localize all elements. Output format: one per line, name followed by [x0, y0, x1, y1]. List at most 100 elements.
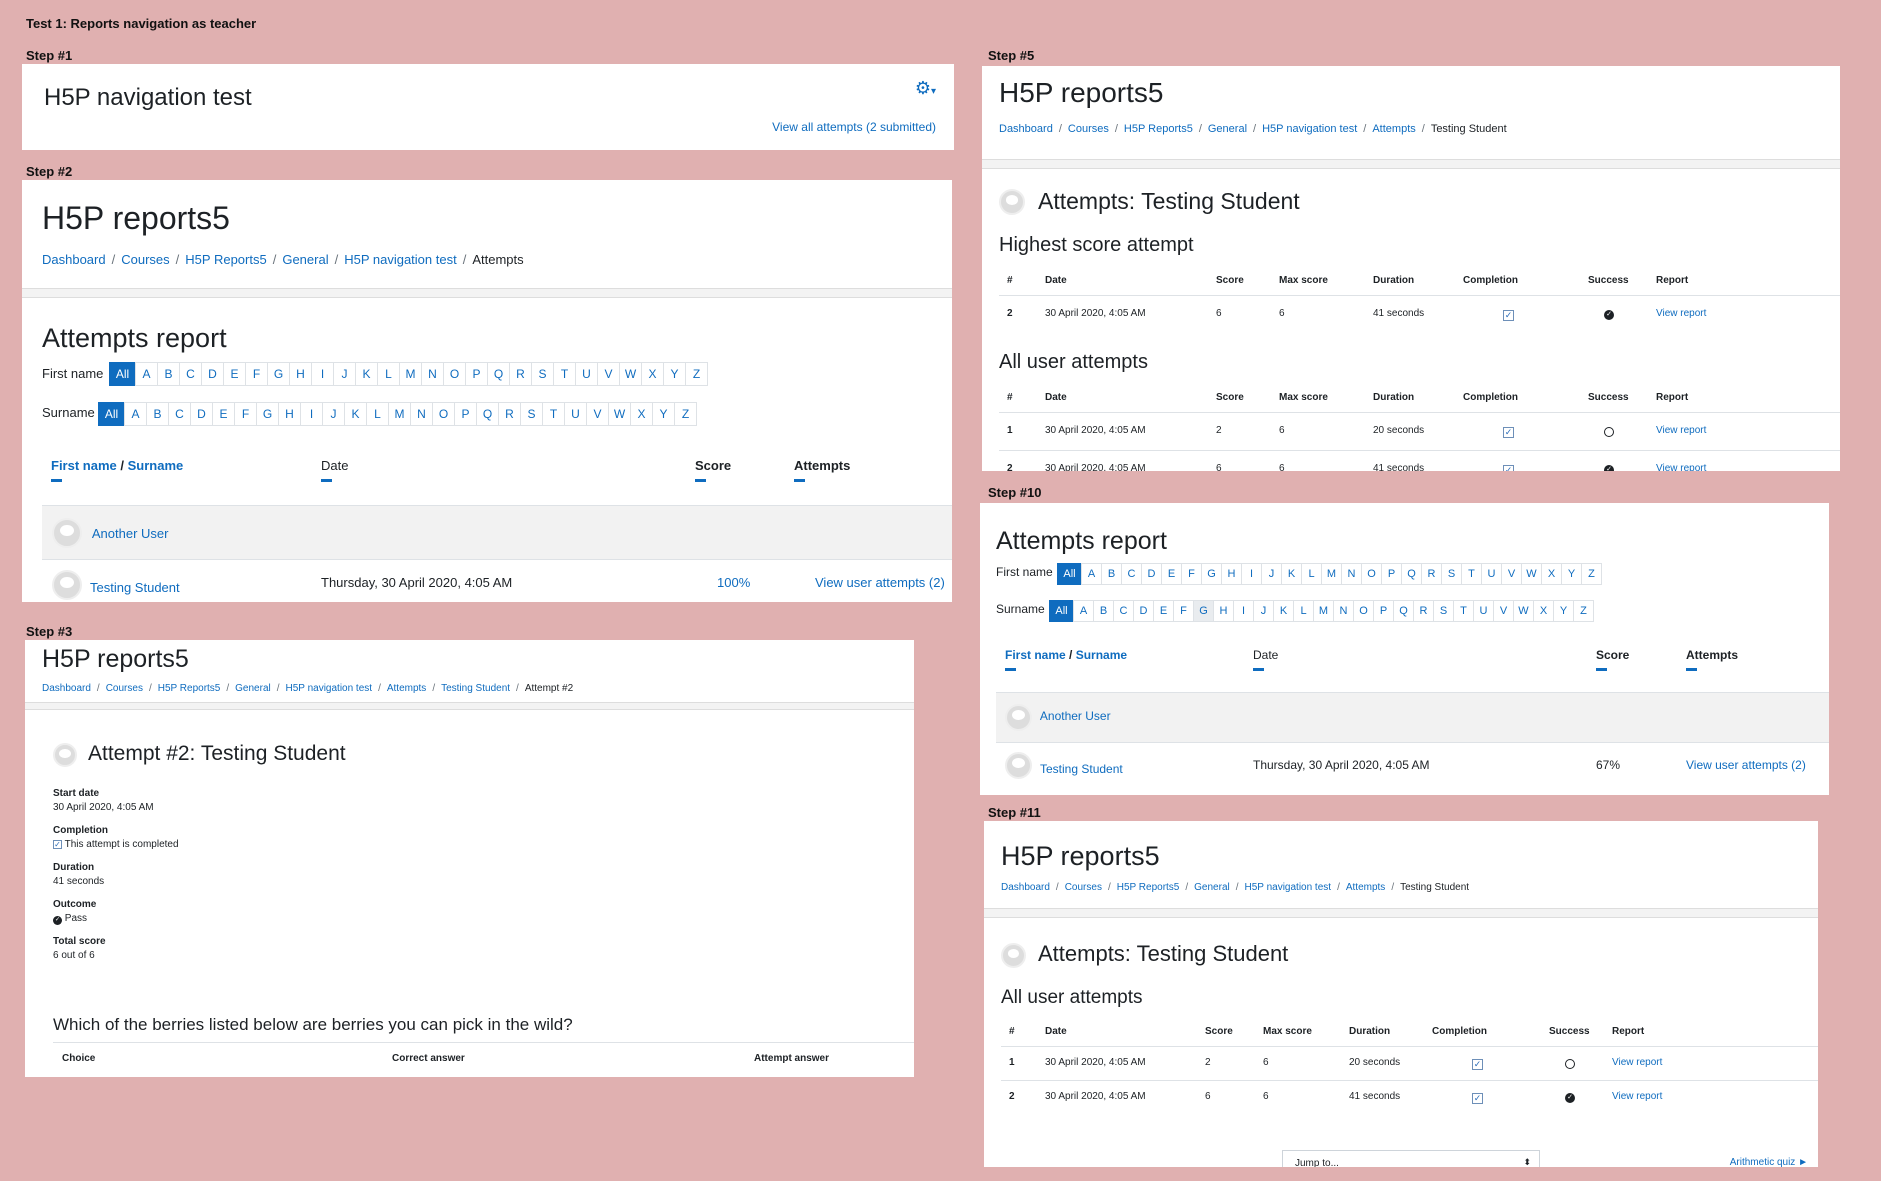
filter-letter-h[interactable]: H [278, 402, 301, 426]
filter-letter-r[interactable]: R [1421, 563, 1442, 585]
view-report-link[interactable]: View report [1656, 425, 1707, 436]
view-report-link[interactable]: View report [1656, 463, 1707, 471]
filter-letter-d[interactable]: D [1141, 563, 1162, 585]
filter-letter-y[interactable]: Y [1553, 600, 1574, 622]
bc-dashboard[interactable]: Dashboard [1001, 882, 1050, 893]
filter-letter-a[interactable]: A [1073, 600, 1094, 622]
bc-attempts[interactable]: Attempts [386, 683, 427, 694]
filter-letter-c[interactable]: C [179, 362, 202, 386]
user-link[interactable]: Another User [91, 525, 169, 541]
sort-first-name[interactable]: First name [1005, 648, 1066, 662]
bc-general[interactable]: General [1207, 123, 1248, 135]
filter-letter-i[interactable]: I [1233, 600, 1254, 622]
score-link[interactable]: 100% [717, 575, 751, 590]
view-report-link[interactable]: View report [1656, 308, 1707, 319]
filter-letter-w[interactable]: W [619, 362, 642, 386]
bc-general[interactable]: General [282, 252, 329, 267]
next-activity-link[interactable]: Arithmetic quiz ► [1729, 1157, 1808, 1167]
filter-letter-j[interactable]: J [333, 362, 356, 386]
view-report-link[interactable]: View report [1612, 1057, 1663, 1068]
filter-letter-q[interactable]: Q [487, 362, 510, 386]
filter-letter-o[interactable]: O [1353, 600, 1374, 622]
bc-activity[interactable]: H5P navigation test [1244, 882, 1332, 893]
filter-letter-e[interactable]: E [1161, 563, 1182, 585]
filter-letter-s[interactable]: S [531, 362, 554, 386]
bc-dashboard[interactable]: Dashboard [42, 683, 91, 694]
sort-first-name[interactable]: First name [51, 458, 117, 473]
filter-letter-d[interactable]: D [190, 402, 213, 426]
bc-course[interactable]: H5P Reports5 [185, 252, 267, 267]
bc-activity[interactable]: H5P navigation test [1262, 123, 1358, 135]
filter-letter-k[interactable]: K [1273, 600, 1294, 622]
filter-letter-h[interactable]: H [1213, 600, 1234, 622]
filter-letter-d[interactable]: D [201, 362, 224, 386]
filter-letter-w[interactable]: W [1513, 600, 1534, 622]
filter-letter-p[interactable]: P [454, 402, 477, 426]
bc-attempts[interactable]: Attempts [1345, 882, 1386, 893]
filter-letter-s[interactable]: S [520, 402, 543, 426]
filter-letter-h[interactable]: H [1221, 563, 1242, 585]
filter-letter-x[interactable]: X [641, 362, 664, 386]
filter-letter-m[interactable]: M [388, 402, 411, 426]
filter-letter-b[interactable]: B [146, 402, 169, 426]
filter-letter-i[interactable]: I [311, 362, 334, 386]
sort-surname[interactable]: Surname [127, 458, 184, 473]
filter-letter-s[interactable]: S [1433, 600, 1454, 622]
filter-letter-n[interactable]: N [1333, 600, 1354, 622]
filter-letter-k[interactable]: K [355, 362, 378, 386]
user-link[interactable]: Testing Student [1040, 762, 1123, 776]
filter-letter-l[interactable]: L [366, 402, 389, 426]
view-user-attempts-link[interactable]: View user attempts (2) [1686, 758, 1806, 772]
bc-activity[interactable]: H5P navigation test [344, 252, 457, 267]
filter-all[interactable]: All [98, 402, 125, 426]
filter-letter-o[interactable]: O [443, 362, 466, 386]
filter-letter-n[interactable]: N [410, 402, 433, 426]
filter-letter-q[interactable]: Q [1393, 600, 1414, 622]
filter-letter-z[interactable]: Z [674, 402, 697, 426]
filter-letter-n[interactable]: N [1341, 563, 1362, 585]
bc-dashboard[interactable]: Dashboard [999, 123, 1053, 135]
filter-letter-z[interactable]: Z [1573, 600, 1594, 622]
filter-letter-g[interactable]: G [1193, 600, 1214, 622]
bc-general[interactable]: General [235, 683, 271, 694]
filter-letter-c[interactable]: C [1113, 600, 1134, 622]
filter-letter-p[interactable]: P [1381, 563, 1402, 585]
filter-letter-f[interactable]: F [1181, 563, 1202, 585]
filter-letter-y[interactable]: Y [1561, 563, 1582, 585]
view-user-attempts-link[interactable]: View user attempts (2) [815, 575, 945, 590]
filter-letter-h[interactable]: H [289, 362, 312, 386]
jump-to-select[interactable]: Jump to... ⬍ [1282, 1150, 1540, 1167]
filter-letter-r[interactable]: R [498, 402, 521, 426]
filter-letter-e[interactable]: E [212, 402, 235, 426]
filter-letter-f[interactable]: F [245, 362, 268, 386]
filter-letter-u[interactable]: U [1481, 563, 1502, 585]
filter-letter-r[interactable]: R [509, 362, 532, 386]
filter-letter-i[interactable]: I [300, 402, 323, 426]
filter-letter-g[interactable]: G [1201, 563, 1222, 585]
filter-letter-g[interactable]: G [256, 402, 279, 426]
bc-general[interactable]: General [1194, 882, 1230, 893]
filter-letter-b[interactable]: B [157, 362, 180, 386]
filter-letter-d[interactable]: D [1133, 600, 1154, 622]
bc-course[interactable]: H5P Reports5 [1116, 882, 1180, 893]
bc-course[interactable]: H5P Reports5 [157, 683, 221, 694]
filter-letter-z[interactable]: Z [685, 362, 708, 386]
filter-letter-t[interactable]: T [1461, 563, 1482, 585]
filter-letter-a[interactable]: A [1081, 563, 1102, 585]
filter-letter-p[interactable]: P [465, 362, 488, 386]
filter-letter-m[interactable]: M [1313, 600, 1334, 622]
filter-letter-y[interactable]: Y [663, 362, 686, 386]
filter-letter-u[interactable]: U [575, 362, 598, 386]
filter-letter-j[interactable]: J [322, 402, 345, 426]
bc-activity[interactable]: H5P navigation test [285, 683, 373, 694]
filter-letter-r[interactable]: R [1413, 600, 1434, 622]
user-link[interactable]: Another User [1039, 708, 1111, 723]
filter-letter-i[interactable]: I [1241, 563, 1262, 585]
filter-letter-n[interactable]: N [421, 362, 444, 386]
filter-letter-e[interactable]: E [1153, 600, 1174, 622]
filter-letter-v[interactable]: V [586, 402, 609, 426]
filter-all[interactable]: All [1049, 600, 1074, 622]
filter-letter-y[interactable]: Y [652, 402, 675, 426]
filter-letter-x[interactable]: X [630, 402, 653, 426]
filter-letter-p[interactable]: P [1373, 600, 1394, 622]
